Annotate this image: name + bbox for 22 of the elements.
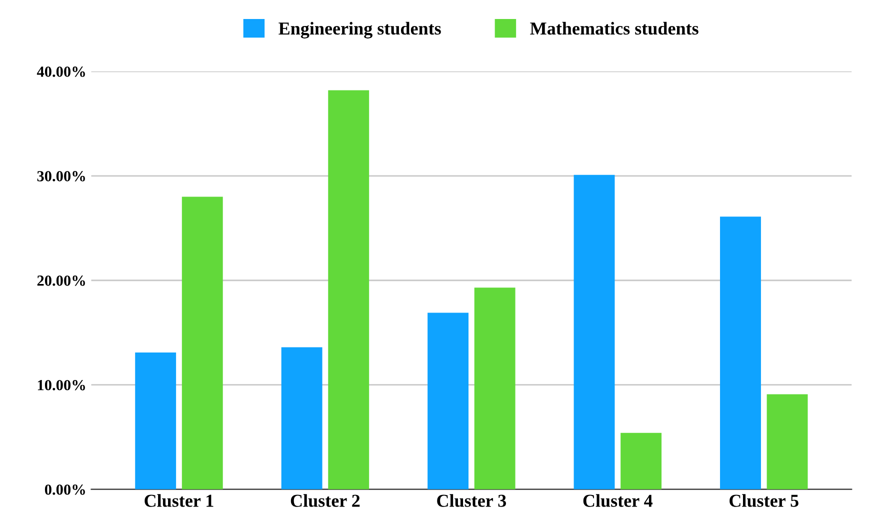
bar [281,347,322,490]
x-tick-label: Cluster 5 [730,494,798,507]
y-tick-label: 40.00% [36,66,85,77]
bar [720,216,761,490]
y-tick-label: 20.00% [37,276,85,286]
bar [428,312,469,490]
bar [135,352,176,490]
x-tick-label: Cluster 2 [290,494,360,507]
x-tick-label: Cluster 4 [583,494,653,507]
y-tick-label: 0.00% [44,484,85,495]
y-tick-label: 30.00% [37,171,85,182]
legend-label: Engineering students [278,22,441,38]
legend-label: Mathematics students [530,22,698,35]
bar [620,432,662,490]
x-tick-label: Cluster 1 [144,494,214,507]
bar [766,394,808,490]
y-tick-label: 10.00% [38,380,85,390]
bar [182,196,223,490]
x-tick-label: Cluster 3 [437,494,506,507]
bar [474,288,516,490]
bar [328,90,370,490]
bar [574,174,615,490]
